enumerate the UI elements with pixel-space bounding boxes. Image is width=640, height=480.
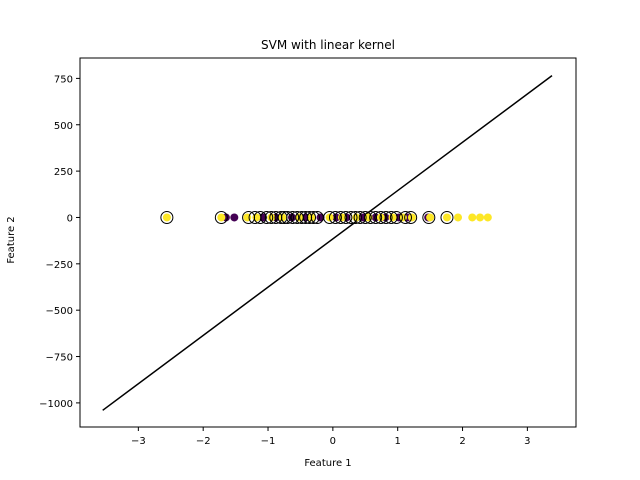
support-vector-marker [260, 210, 274, 224]
data-point-class-1 [217, 213, 226, 222]
x-tick-label: −1 [261, 436, 276, 447]
support-vector-marker [286, 210, 300, 224]
y-tick-label: 750 [54, 74, 73, 85]
y-tick-label: 250 [54, 167, 73, 178]
x-tick-label: 0 [330, 436, 336, 447]
data-point-class-1 [376, 213, 385, 222]
support-vector-marker [303, 210, 317, 224]
y-axis-label: Feature 2 [6, 216, 17, 263]
data-point-class-1 [162, 213, 171, 222]
data-point-class-1 [442, 213, 451, 222]
y-tick-label: −500 [46, 306, 73, 317]
support-vector-marker [374, 210, 388, 224]
y-tick-label: −250 [46, 260, 73, 271]
support-vector-marker [369, 210, 383, 224]
support-vector-marker [280, 210, 294, 224]
x-axis-label: Feature 1 [304, 458, 351, 469]
support-vector-marker [253, 210, 267, 224]
decision-boundary-line [102, 75, 553, 411]
support-vector-marker [349, 210, 363, 224]
chart-title: SVM with linear kernel [261, 38, 395, 52]
data-point-class-1 [426, 213, 435, 222]
plot-area: −3 −2 −1 0 1 2 3 −1000 −750 −500 −250 0 250 500 750 [39, 57, 577, 447]
support-vector-marker [277, 210, 291, 224]
support-vector-marker [160, 210, 174, 224]
support-vector-marker [422, 210, 436, 224]
data-point-class-0 [230, 213, 239, 222]
support-vector-marker [389, 210, 403, 224]
support-vector-marker [398, 210, 412, 224]
y-tick-label: −1000 [39, 399, 73, 410]
y-tick-label: 0 [67, 213, 73, 224]
support-vector-marker [363, 210, 377, 224]
y-tick-label: 500 [54, 121, 73, 132]
x-tick-label: 2 [459, 436, 465, 447]
y-tick-label: −750 [46, 353, 73, 364]
support-vector-marker [344, 210, 358, 224]
support-vector-marker [264, 210, 278, 224]
data-point-class-1 [468, 213, 477, 222]
support-vector-marker [440, 210, 454, 224]
support-vector-marker [404, 210, 418, 224]
support-vector-marker [379, 210, 393, 224]
data-point-class-1 [453, 213, 462, 222]
x-tick-label: −3 [131, 436, 146, 447]
axes-frame [79, 57, 577, 428]
support-vector-marker [334, 210, 348, 224]
support-vector-marker [358, 210, 372, 224]
support-vector-marker [328, 210, 342, 224]
data-point-class-1 [476, 213, 485, 222]
support-vector-marker [339, 210, 353, 224]
support-vector-marker [384, 210, 398, 224]
support-vector-marker [353, 210, 367, 224]
support-vector-marker [214, 210, 228, 224]
data-point-class-1 [267, 213, 276, 222]
x-tick-label: 1 [395, 436, 401, 447]
support-vector-marker [323, 210, 337, 224]
x-tick-label: 3 [524, 436, 530, 447]
data-point-class-1 [483, 213, 492, 222]
support-vector-marker [306, 210, 320, 224]
x-tick-label: −2 [196, 436, 211, 447]
